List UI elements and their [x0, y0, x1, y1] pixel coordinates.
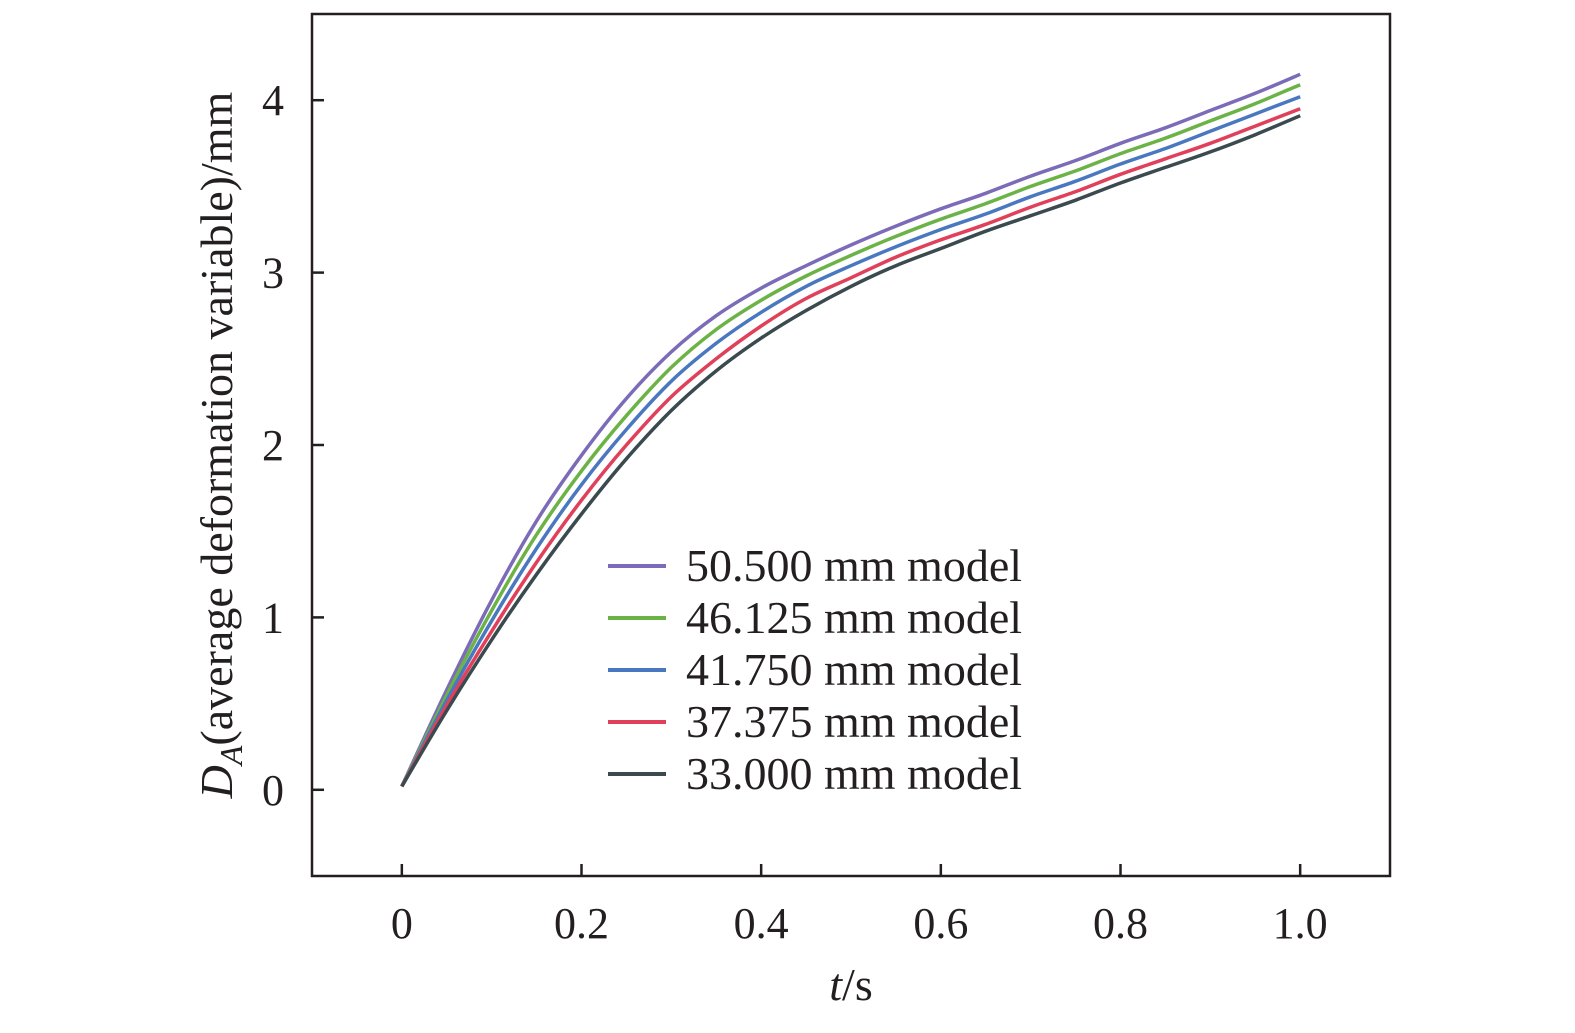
x-tick-label: 0	[391, 899, 413, 948]
y-axis-sub: A	[213, 745, 249, 767]
series-line-5	[400, 114, 1301, 788]
x-axis-label: t/s	[829, 959, 872, 1010]
x-tick-label: 0.4	[734, 899, 789, 948]
legend-label: 41.750 mm model	[686, 644, 1022, 695]
y-tick-label: 2	[262, 421, 284, 470]
legend-label: 33.000 mm model	[686, 748, 1022, 799]
x-axis-unit: /s	[842, 959, 873, 1010]
legend-label: 50.500 mm model	[686, 540, 1022, 591]
series-line-2	[400, 83, 1301, 788]
legend-label: 37.375 mm model	[686, 696, 1022, 747]
y-axis-label: DA(average deformation variable)/mm	[191, 91, 249, 799]
series-line-4	[400, 107, 1301, 788]
y-tick-label: 4	[262, 76, 284, 125]
y-axis-ticks: 0 1 2 3 4	[262, 76, 324, 815]
x-axis-var: t	[829, 959, 843, 1010]
y-axis-text: (average deformation variable)/mm	[191, 91, 242, 745]
x-tick-label: 1.0	[1273, 899, 1328, 948]
x-axis-ticks: 0 0.2 0.4 0.6 0.8 1.0	[391, 864, 1328, 948]
y-tick-label: 1	[262, 593, 284, 642]
legend-label: 46.125 mm model	[686, 592, 1022, 643]
y-axis-var: D	[191, 765, 242, 799]
series-line-3	[400, 95, 1301, 788]
series-line-1	[400, 72, 1301, 788]
series-lines	[400, 72, 1301, 788]
x-tick-label: 0.6	[913, 899, 968, 948]
y-tick-label: 0	[262, 766, 284, 815]
x-tick-label: 0.2	[554, 899, 609, 948]
y-tick-label: 3	[262, 249, 284, 298]
x-tick-label: 0.8	[1093, 899, 1148, 948]
